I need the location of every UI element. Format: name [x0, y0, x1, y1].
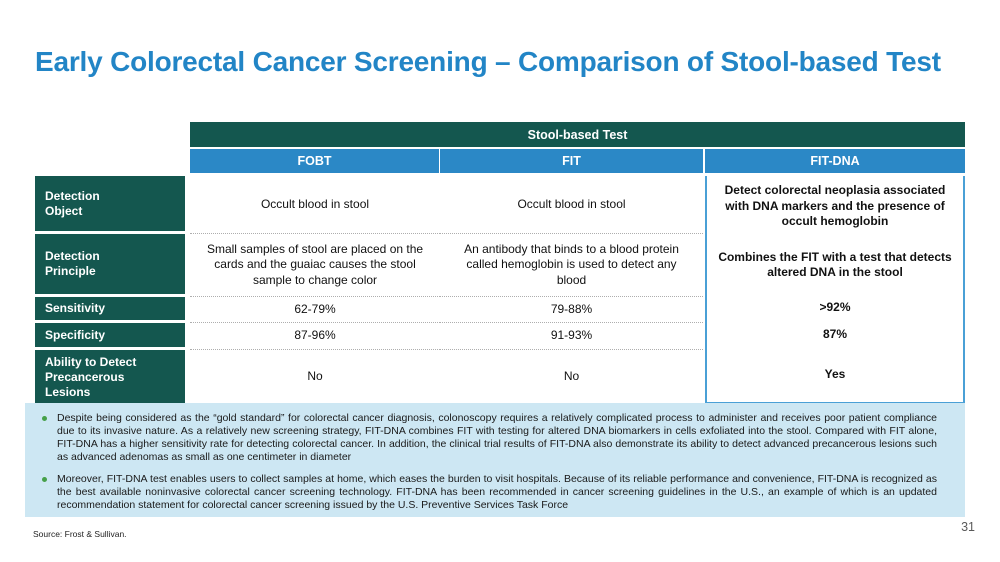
column-header-fit: FIT: [440, 149, 703, 173]
row-label-sensitivity: Sensitivity: [35, 297, 185, 320]
row-label-specificity: Specificity: [35, 323, 185, 347]
column-header-fitdna: FIT-DNA: [705, 149, 965, 173]
page-title: Early Colorectal Cancer Screening – Comp…: [35, 46, 941, 77]
fitdna-ability: Yes: [824, 367, 846, 382]
comparison-table: Stool-based Test FOBT FIT FIT-DNA Detect…: [35, 122, 965, 404]
fobt-specificity: 87-96%: [190, 323, 440, 350]
fitdna-specificity: 87%: [822, 326, 848, 341]
fit-column: Occult blood in stool An antibody that b…: [440, 176, 703, 404]
fitdna-detection-principle: Combines the FIT with a test that detect…: [718, 249, 952, 280]
row-label-ability: Ability to Detect Precancerous Lesions: [35, 350, 185, 404]
note-bullet-1-text: Despite being considered as the “gold st…: [57, 412, 937, 463]
fobt-column: Occult blood in stool Small samples of s…: [190, 176, 440, 404]
fobt-sensitivity: 62-79%: [190, 297, 440, 323]
table-body: Detection Object Detection Principle Sen…: [35, 176, 965, 404]
row-labels-column: Detection Object Detection Principle Sen…: [35, 176, 185, 404]
fit-sensitivity: 79-88%: [440, 297, 703, 323]
bullet-dot-icon: [42, 416, 47, 421]
table-column-headers: FOBT FIT FIT-DNA: [190, 149, 965, 173]
row-label-detection-principle: Detection Principle: [35, 234, 185, 294]
fitdna-column: Detect colorectal neoplasia associated w…: [705, 176, 965, 404]
page-number: 31: [961, 520, 975, 534]
fitdna-detection-object: Detect colorectal neoplasia associated w…: [724, 183, 946, 229]
fit-specificity: 91-93%: [440, 323, 703, 350]
fit-ability: No: [563, 369, 580, 384]
note-bullet-2: Moreover, FIT-DNA test enables users to …: [39, 473, 937, 512]
fitdna-detection-merged-cell: Detect colorectal neoplasia associated w…: [707, 176, 963, 295]
fobt-ability: No: [307, 369, 323, 384]
bullet-dot-icon: [42, 477, 47, 482]
fitdna-sensitivity: >92%: [819, 300, 851, 315]
fobt-detection-principle: Small samples of stool are placed on the…: [190, 234, 440, 297]
source-note: Source: Frost & Sullivan.: [33, 529, 127, 539]
column-header-fobt: FOBT: [190, 149, 440, 173]
table-group-header: Stool-based Test: [190, 122, 965, 147]
note-bullet-2-text: Moreover, FIT-DNA test enables users to …: [57, 473, 937, 511]
notes-panel: Despite being considered as the “gold st…: [25, 403, 965, 517]
fit-detection-principle: An antibody that binds to a blood protei…: [440, 234, 703, 297]
note-bullet-1: Despite being considered as the “gold st…: [39, 412, 937, 464]
row-label-detection-object: Detection Object: [35, 176, 185, 231]
fobt-detection-object: Occult blood in stool: [190, 176, 440, 234]
fit-detection-object: Occult blood in stool: [440, 176, 703, 234]
